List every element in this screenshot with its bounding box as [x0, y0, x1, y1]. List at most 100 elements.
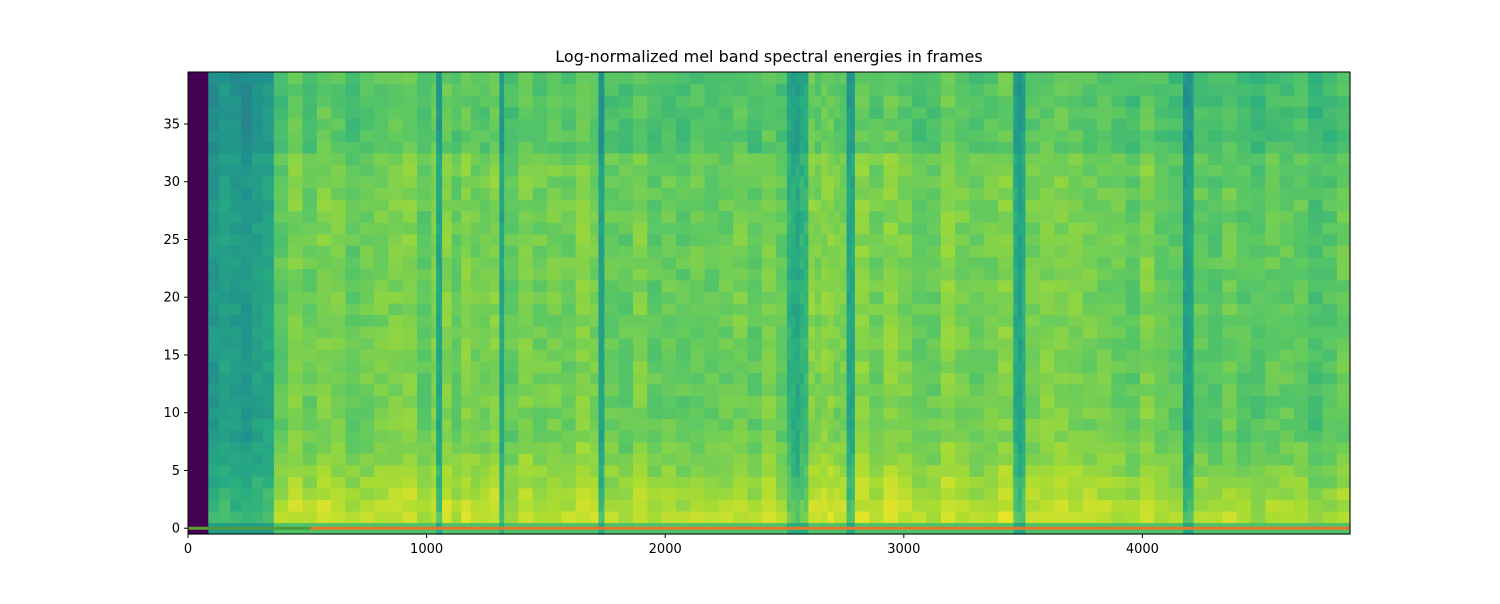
heatmap-cell: [998, 245, 1013, 258]
heatmap-cell: [1097, 510, 1112, 524]
heatmap-cell: [470, 441, 481, 454]
heatmap-cell: [417, 279, 432, 293]
heatmap-cell: [598, 303, 604, 316]
heatmap-cell: [188, 164, 209, 177]
heatmap-cell: [747, 303, 763, 316]
heatmap-cell: [1336, 268, 1351, 281]
heatmap-cell: [504, 372, 520, 385]
heatmap-cell: [618, 430, 634, 443]
heatmap-cell: [940, 430, 956, 443]
heatmap-cell: [230, 337, 242, 350]
heatmap-cell: [808, 210, 816, 223]
heatmap-cell: [1068, 72, 1084, 85]
heatmap-cell: [850, 164, 856, 177]
heatmap-cell: [1279, 95, 1295, 108]
heatmap-cell: [808, 233, 816, 246]
heatmap-cell: [431, 395, 437, 408]
heatmap-cell: [402, 141, 418, 154]
heatmap-cell: [1308, 199, 1324, 212]
heatmap-cell: [402, 245, 418, 258]
heatmap-cell: [998, 199, 1013, 212]
heatmap-cell: [786, 441, 792, 454]
heatmap-cell: [489, 499, 500, 512]
heatmap-cell: [345, 510, 361, 524]
heatmap-cell: [1025, 199, 1041, 212]
heatmap-cell: [1293, 141, 1309, 154]
heatmap-cell: [827, 164, 835, 177]
heatmap-cell: [288, 372, 304, 385]
heatmap-cell: [869, 72, 885, 85]
heatmap-cell: [1054, 383, 1070, 396]
heatmap-cell: [618, 499, 634, 512]
heatmap-cell: [1336, 210, 1351, 223]
heatmap-cell: [1013, 175, 1019, 189]
heatmap-cell: [374, 326, 390, 339]
heatmap-cell: [661, 129, 677, 142]
heatmap-cell: [188, 199, 209, 212]
heatmap-cell: [1017, 510, 1023, 524]
heatmap-cell: [1193, 175, 1209, 189]
heatmap-cell: [461, 83, 472, 96]
heatmap-cell: [661, 383, 677, 396]
heatmap-cell: [230, 510, 242, 524]
heatmap-cell: [532, 326, 548, 339]
heatmap-cell: [431, 210, 437, 223]
heatmap-cell: [1222, 499, 1238, 512]
heatmap-cell: [747, 360, 763, 373]
heatmap-cell: [575, 72, 591, 85]
heatmap-cell: [230, 326, 242, 339]
heatmap-cell: [1012, 464, 1015, 477]
heatmap-cell: [402, 453, 418, 466]
heatmap-cell: [1025, 141, 1041, 154]
heatmap-cell: [273, 256, 289, 269]
heatmap-cell: [1111, 118, 1127, 131]
heatmap-cell: [647, 152, 663, 165]
heatmap-cell: [799, 256, 805, 269]
heatmap-cell: [451, 453, 462, 466]
heatmap-cell: [955, 418, 971, 431]
heatmap-cell: [273, 360, 289, 373]
heatmap-cell: [1068, 245, 1084, 258]
heatmap-cell: [499, 245, 505, 258]
heatmap-cell: [814, 510, 822, 524]
heatmap-cell: [188, 314, 209, 327]
heatmap-cell: [451, 152, 462, 165]
heatmap-cell: [575, 152, 591, 165]
heatmap-cell: [791, 430, 797, 443]
heatmap-cell: [983, 141, 999, 154]
heatmap-cell: [1017, 453, 1023, 466]
heatmap-cell: [799, 233, 805, 246]
heatmap-cell: [814, 464, 822, 477]
heatmap-cell: [840, 245, 848, 258]
heatmap-cell: [1012, 303, 1015, 316]
heatmap-cell: [690, 279, 706, 293]
heatmap-cell: [761, 464, 777, 477]
heatmap-cell: [1222, 476, 1238, 489]
heatmap-cell: [440, 418, 443, 431]
heatmap-cell: [388, 418, 404, 431]
heatmap-cell: [776, 187, 788, 200]
heatmap-cell: [345, 418, 361, 431]
heatmap-cell: [690, 118, 706, 131]
heatmap-cell: [804, 418, 809, 431]
heatmap-cell: [840, 141, 848, 154]
heatmap-cell: [1022, 141, 1027, 154]
heatmap-cell: [461, 360, 472, 373]
heatmap-cell: [598, 72, 604, 85]
heatmap-cell: [1208, 72, 1223, 85]
heatmap-cell: [675, 349, 691, 362]
heatmap-cell: [1017, 430, 1023, 443]
heatmap-cell: [1140, 164, 1155, 177]
heatmap-cell: [598, 453, 604, 466]
heatmap-cell: [219, 175, 231, 189]
heatmap-cell: [733, 499, 749, 512]
heatmap-cell: [188, 383, 209, 396]
heatmap-cell: [1013, 222, 1019, 235]
heatmap-cell: [883, 360, 899, 373]
heatmap-cell: [1022, 303, 1027, 316]
heatmap-cell: [1208, 210, 1223, 223]
heatmap-cell: [561, 303, 577, 316]
heatmap-cell: [747, 222, 763, 235]
heatmap-cell: [602, 72, 605, 85]
heatmap-cell: [417, 187, 432, 200]
